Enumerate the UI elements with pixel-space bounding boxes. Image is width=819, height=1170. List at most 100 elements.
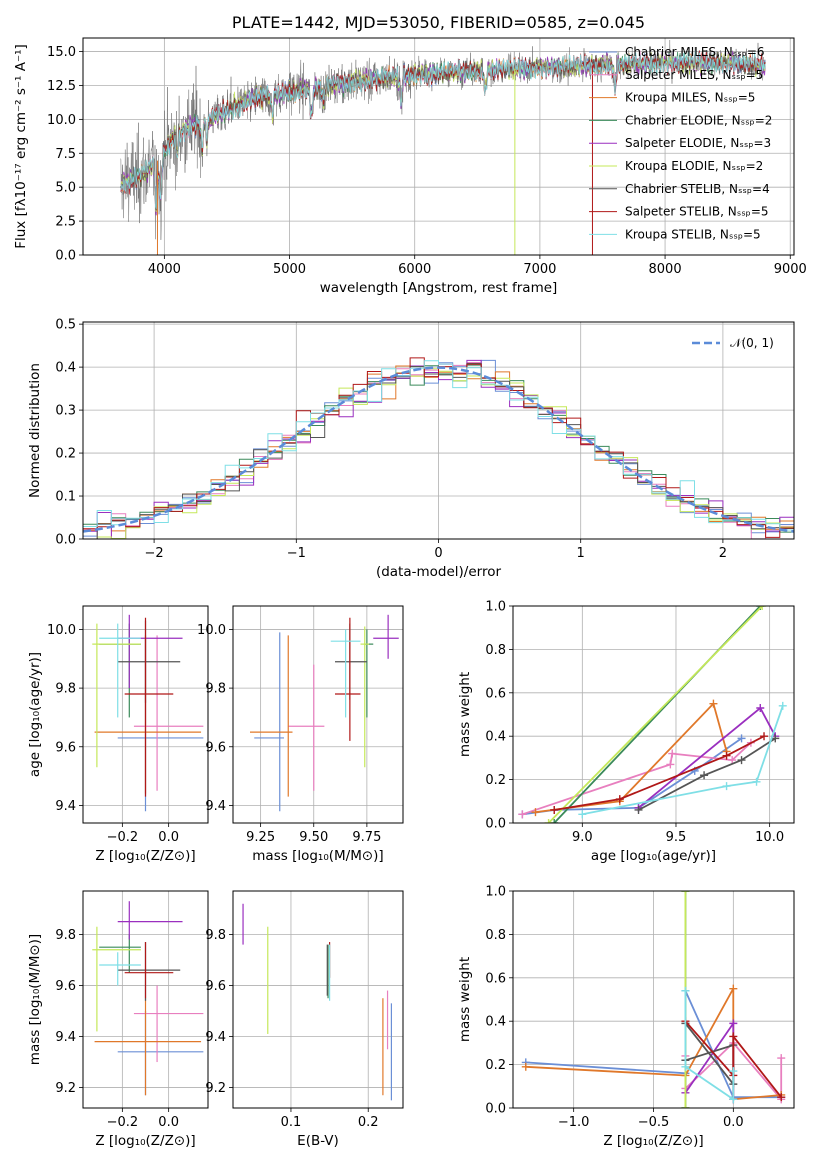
legend-entry: Chabrier STELIB, Nₛₛₚ=4	[625, 182, 770, 196]
y-tick-label: 10.0	[47, 623, 76, 638]
y-axis-label: mass [log₁₀(M/M⊙)]	[27, 934, 43, 1065]
mass-weight-marker	[777, 1093, 786, 1102]
mass-weight-marker	[550, 819, 559, 823]
y-tick-label: 9.6	[205, 740, 226, 755]
residual-histogram-line	[83, 360, 794, 531]
grid-layer	[83, 38, 794, 1109]
y-axis-label: Normed distribution	[27, 363, 43, 498]
y-tick-label: 9.2	[205, 1081, 226, 1096]
mass-weight-marker	[615, 795, 624, 804]
axes-layer	[79, 37, 795, 1112]
legend-entry: Chabrier MILES, Nₛₛₚ=6	[625, 45, 765, 59]
y-axis-label: mass weight	[457, 672, 473, 757]
y-tick-label: 1.0	[485, 600, 506, 615]
y-tick-label: 0.0	[485, 817, 506, 832]
x-tick-label: −0.2	[107, 1115, 139, 1130]
mass-weight-marker	[544, 819, 553, 823]
mass-weight-marker	[531, 808, 540, 817]
axes-frame	[512, 605, 795, 824]
x-tick-label: 9.50	[299, 830, 328, 845]
legend-entry: 𝒩(0, 1)	[730, 336, 774, 350]
x-tick-label: 5000	[273, 262, 306, 277]
mass-weight-marker	[722, 751, 731, 760]
mass-weight-marker	[760, 732, 769, 741]
y-tick-label: 0.2	[485, 773, 506, 788]
x-tick-label: 0.0	[158, 1115, 179, 1130]
y-tick-label: 0.6	[485, 686, 506, 701]
x-tick-label: 0.0	[158, 830, 179, 845]
y-tick-label: 9.6	[55, 979, 76, 994]
legend-entry: Chabrier ELODIE, Nₛₛₚ=2	[625, 113, 772, 127]
mass-weight-marker	[550, 805, 559, 814]
mass-weight-marker	[729, 1067, 738, 1076]
legend-entry: Salpeter ELODIE, Nₛₛₚ=3	[625, 136, 771, 150]
x-axis-label: E(B-V)	[297, 1133, 339, 1149]
mass-weight-marker	[756, 703, 765, 712]
mass-weight-marker	[681, 1062, 690, 1071]
y-tick-label: 0.0	[55, 249, 76, 264]
x-tick-label: 4000	[148, 262, 181, 277]
y-tick-label: 9.8	[55, 928, 76, 943]
plot-area-mass-vs-ebv	[242, 903, 393, 1101]
y-tick-label: 12.5	[47, 79, 76, 94]
axes-frame	[82, 890, 209, 1109]
axes-frame	[232, 605, 404, 824]
axes-frame	[82, 605, 209, 824]
legend-entry: Kroupa ELODIE, Nₛₛₚ=2	[625, 159, 763, 173]
x-tick-label: 9.75	[352, 830, 381, 845]
y-tick-label: 0.1	[55, 490, 76, 505]
x-tick-label: 1	[577, 546, 585, 561]
axes-frame	[232, 890, 404, 1109]
x-axis-label: Z [log₁₀(Z/Z⊙)]	[603, 1133, 703, 1149]
y-tick-label: 0.4	[55, 361, 76, 376]
mass-weight-marker	[521, 1062, 530, 1071]
mass-weight-marker	[771, 734, 780, 743]
y-tick-label: 9.6	[55, 740, 76, 755]
y-tick-label: 0.4	[485, 1015, 506, 1030]
plot-area-age-vs-z	[92, 614, 204, 812]
plot-area-massweight-vs-age	[518, 606, 787, 823]
mass-weight-marker	[722, 782, 731, 791]
x-tick-label: 7000	[523, 262, 556, 277]
x-tick-label: −0.2	[107, 830, 139, 845]
y-tick-label: 9.4	[55, 1030, 76, 1045]
y-tick-label: 7.5	[55, 147, 76, 162]
axes-frame	[82, 37, 795, 256]
x-axis-label: wavelength [Angstrom, rest frame]	[320, 280, 558, 296]
mass-weight-marker	[777, 1054, 786, 1063]
y-tick-label: 2.5	[55, 215, 76, 230]
x-tick-label: 0	[434, 546, 442, 561]
y-tick-label: 0.0	[55, 533, 76, 548]
x-tick-label: 6000	[398, 262, 431, 277]
y-tick-label: 9.4	[205, 1030, 226, 1045]
mass-weight-marker	[737, 734, 746, 743]
plot-area-mass-vs-z	[92, 901, 204, 1096]
mass-weight-marker	[634, 805, 643, 814]
plot-area-age-vs-mass	[250, 614, 399, 812]
x-tick-label: 9000	[774, 262, 807, 277]
y-tick-label: 1.0	[485, 885, 506, 900]
mass-weight-marker	[578, 810, 587, 819]
y-axis-label: age [log₁₀(age/yr)]	[27, 652, 43, 777]
y-tick-label: 0.8	[485, 643, 506, 658]
x-tick-label: −1.0	[558, 1115, 590, 1130]
normal-distribution-line	[83, 366, 794, 533]
mass-weight-line	[535, 701, 728, 813]
mass-weight-marker	[681, 891, 690, 895]
y-tick-label: 0.2	[485, 1058, 506, 1073]
y-tick-label: 15.0	[47, 45, 76, 60]
y-axis-label: Flux [fλ10⁻¹⁷ erg cm⁻² s⁻¹ A⁻¹]	[13, 44, 29, 249]
x-tick-label: 0.2	[358, 1115, 379, 1130]
y-tick-label: 9.2	[55, 1081, 76, 1096]
text-layer: 4000 5000 6000 7000 8000 90000.02.55.07.510.0…	[13, 13, 807, 1149]
mass-weight-line	[547, 606, 763, 823]
x-axis-label: Z [log₁₀(Z/Z⊙)]	[95, 1133, 195, 1149]
legend-entry: Kroupa STELIB, Nₛₛₚ=5	[625, 227, 761, 241]
mass-weight-marker	[666, 760, 675, 769]
x-tick-label: −0.5	[638, 1115, 670, 1130]
plot-area-massweight-vs-z	[521, 891, 786, 1108]
x-axis-label: (data-model)/error	[376, 564, 502, 580]
plot-area-residuals	[83, 357, 794, 539]
mass-weight-marker	[709, 699, 718, 708]
